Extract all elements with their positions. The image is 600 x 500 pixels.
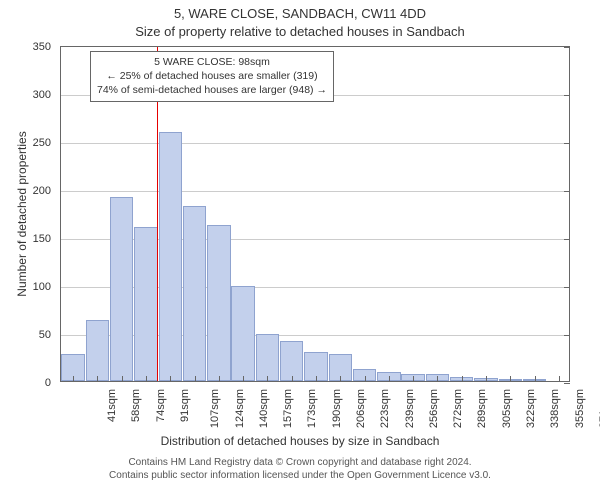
- annotation-line: 5 WARE CLOSE: 98sqm: [97, 55, 327, 69]
- ytick-label: 200: [33, 185, 61, 197]
- xtick-label: 256sqm: [428, 389, 440, 428]
- page-title: 5, WARE CLOSE, SANDBACH, CW11 4DD: [0, 6, 600, 21]
- page-subtitle: Size of property relative to detached ho…: [0, 24, 600, 39]
- gridline: [61, 191, 569, 192]
- ytick-label: 350: [33, 41, 61, 53]
- xtick-mark: [146, 376, 147, 382]
- xtick-mark: [365, 376, 366, 382]
- histogram-bar: [280, 341, 303, 381]
- xtick-mark: [462, 376, 463, 382]
- xtick-mark: [535, 376, 536, 382]
- xtick-mark: [219, 376, 220, 382]
- ytick-label: 50: [39, 329, 61, 341]
- footer-line: Contains public sector information licen…: [0, 469, 600, 482]
- xtick-label: 338sqm: [549, 389, 561, 428]
- histogram-bar: [183, 206, 206, 381]
- ytick-mark: [564, 47, 570, 48]
- xtick-label: 305sqm: [501, 389, 513, 428]
- xtick-label: 289sqm: [477, 389, 489, 428]
- histogram-bar: [86, 320, 109, 381]
- histogram-bar: [159, 132, 182, 381]
- ytick-label: 150: [33, 233, 61, 245]
- xtick-mark: [559, 376, 560, 382]
- histogram-bar: [207, 225, 230, 381]
- xtick-mark: [510, 376, 511, 382]
- xtick-label: 190sqm: [331, 389, 343, 428]
- xtick-label: 173sqm: [307, 389, 319, 428]
- xtick-label: 157sqm: [282, 389, 294, 428]
- ytick-mark: [564, 239, 570, 240]
- annotation-line: 74% of semi-detached houses are larger (…: [97, 83, 327, 97]
- page-root: 5, WARE CLOSE, SANDBACH, CW11 4DD Size o…: [0, 0, 600, 500]
- xtick-mark: [97, 376, 98, 382]
- xtick-label: 107sqm: [209, 389, 221, 428]
- ytick-mark: [564, 287, 570, 288]
- xtick-label: 58sqm: [130, 389, 142, 422]
- ytick-label: 300: [33, 89, 61, 101]
- footer-attribution: Contains HM Land Registry data © Crown c…: [0, 456, 600, 482]
- histogram-bar: [256, 334, 279, 381]
- xtick-label: 124sqm: [234, 389, 246, 428]
- footer-line: Contains HM Land Registry data © Crown c…: [0, 456, 600, 469]
- histogram-bar: [231, 286, 254, 381]
- xtick-mark: [195, 376, 196, 382]
- xtick-mark: [316, 376, 317, 382]
- xtick-mark: [389, 376, 390, 382]
- xtick-mark: [340, 376, 341, 382]
- ytick-label: 250: [33, 137, 61, 149]
- gridline: [61, 143, 569, 144]
- histogram-bar: [110, 197, 133, 381]
- ytick-label: 100: [33, 281, 61, 293]
- histogram-bar: [134, 227, 157, 381]
- xtick-label: 272sqm: [452, 389, 464, 428]
- annotation-box: 5 WARE CLOSE: 98sqm← 25% of detached hou…: [90, 51, 334, 102]
- ytick-mark: [564, 191, 570, 192]
- xtick-label: 206sqm: [355, 389, 367, 428]
- xtick-mark: [486, 376, 487, 382]
- xtick-mark: [292, 376, 293, 382]
- xtick-label: 41sqm: [106, 389, 118, 422]
- xtick-mark: [73, 376, 74, 382]
- x-axis-label: Distribution of detached houses by size …: [0, 434, 600, 448]
- y-axis-label: Number of detached properties: [15, 46, 29, 382]
- ytick-label: 0: [45, 377, 61, 389]
- xtick-mark: [413, 376, 414, 382]
- xtick-mark: [267, 376, 268, 382]
- xtick-mark: [243, 376, 244, 382]
- xtick-label: 91sqm: [179, 389, 191, 422]
- xtick-mark: [170, 376, 171, 382]
- xtick-label: 355sqm: [574, 389, 586, 428]
- ytick-mark: [564, 335, 570, 336]
- xtick-label: 239sqm: [404, 389, 416, 428]
- xtick-label: 322sqm: [525, 389, 537, 428]
- annotation-line: ← 25% of detached houses are smaller (31…: [97, 69, 327, 83]
- ytick-mark: [564, 383, 570, 384]
- xtick-label: 140sqm: [258, 389, 270, 428]
- xtick-label: 74sqm: [155, 389, 167, 422]
- ytick-mark: [564, 143, 570, 144]
- xtick-label: 223sqm: [379, 389, 391, 428]
- ytick-mark: [564, 95, 570, 96]
- xtick-mark: [122, 376, 123, 382]
- xtick-mark: [437, 376, 438, 382]
